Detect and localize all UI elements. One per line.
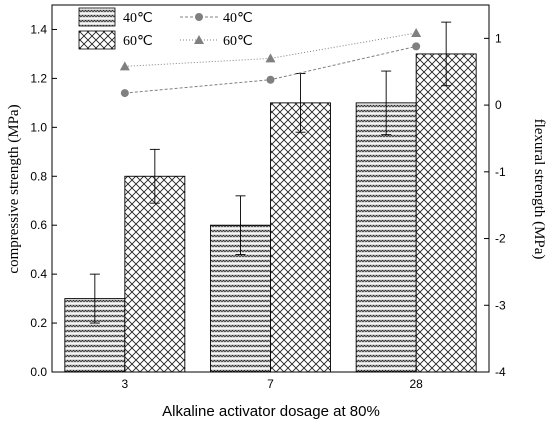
legend-marker-line-40 bbox=[195, 13, 203, 21]
line-series-1 bbox=[124, 32, 417, 67]
legend-label-bar-40: 40℃ bbox=[123, 11, 153, 26]
lines-group bbox=[119, 28, 422, 98]
legend-label-bar-60: 60℃ bbox=[123, 34, 153, 49]
x-tick-label-0: 3 bbox=[121, 377, 128, 391]
left-tick-label-2: 0.4 bbox=[30, 267, 47, 281]
right-tick-label-5: 1 bbox=[495, 31, 502, 45]
left-tick-label-7: 1.4 bbox=[30, 22, 47, 36]
legend-marker-line-60 bbox=[194, 35, 204, 44]
line-point-1-1 bbox=[265, 53, 276, 63]
line-point-1-0 bbox=[119, 61, 130, 71]
x-tick-label-2: 28 bbox=[409, 377, 423, 391]
right-tick-label-3: -1 bbox=[495, 165, 506, 179]
line-series-0 bbox=[124, 45, 417, 94]
legend-swatch-bar-40 bbox=[78, 7, 116, 27]
line-point-0-2 bbox=[412, 42, 421, 51]
right-tick-label-1: -3 bbox=[495, 298, 506, 312]
right-axis-ticks: -4 -3 -2 -1 0 1 bbox=[484, 31, 506, 379]
right-tick-label-2: -2 bbox=[495, 232, 506, 246]
left-tick-label-5: 1.0 bbox=[30, 120, 47, 134]
bar-1-0 bbox=[124, 175, 186, 373]
x-axis-title: Alkaline activator dosage at 80% bbox=[162, 403, 380, 420]
right-tick-label-4: 0 bbox=[495, 98, 502, 112]
legend-label-line-60: 60℃ bbox=[223, 34, 253, 49]
left-tick-label-0: 0.0 bbox=[30, 365, 47, 379]
left-axis-ticks: 0.0 0.2 0.4 0.6 0.8 1.0 1.2 1.4 bbox=[30, 22, 57, 379]
legend: 40℃ 60℃ 40℃ 60℃ bbox=[78, 7, 253, 50]
left-tick-label-1: 0.2 bbox=[30, 316, 47, 330]
line-point-0-1 bbox=[266, 75, 275, 84]
right-tick-label-0: -4 bbox=[495, 365, 506, 379]
x-axis-ticks: 3 7 28 bbox=[121, 367, 423, 391]
left-axis-title: compressive strength (MPa) bbox=[6, 104, 22, 273]
x-tick-label-1: 7 bbox=[267, 377, 274, 391]
line-point-0-0 bbox=[120, 89, 129, 98]
left-tick-label-6: 1.2 bbox=[30, 71, 47, 85]
right-axis-title: flexural strength (MPa) bbox=[531, 119, 547, 260]
bar-1-1 bbox=[270, 102, 331, 373]
bar-1-2 bbox=[415, 53, 477, 373]
left-tick-label-4: 0.8 bbox=[30, 169, 47, 183]
legend-label-line-40: 40℃ bbox=[223, 11, 253, 26]
error-bars-group bbox=[89, 21, 452, 324]
bars-group bbox=[64, 53, 477, 373]
bar-0-2 bbox=[355, 102, 417, 373]
left-tick-label-3: 0.6 bbox=[30, 218, 47, 232]
legend-swatch-bar-60 bbox=[78, 30, 116, 50]
line-point-1-2 bbox=[411, 28, 422, 38]
